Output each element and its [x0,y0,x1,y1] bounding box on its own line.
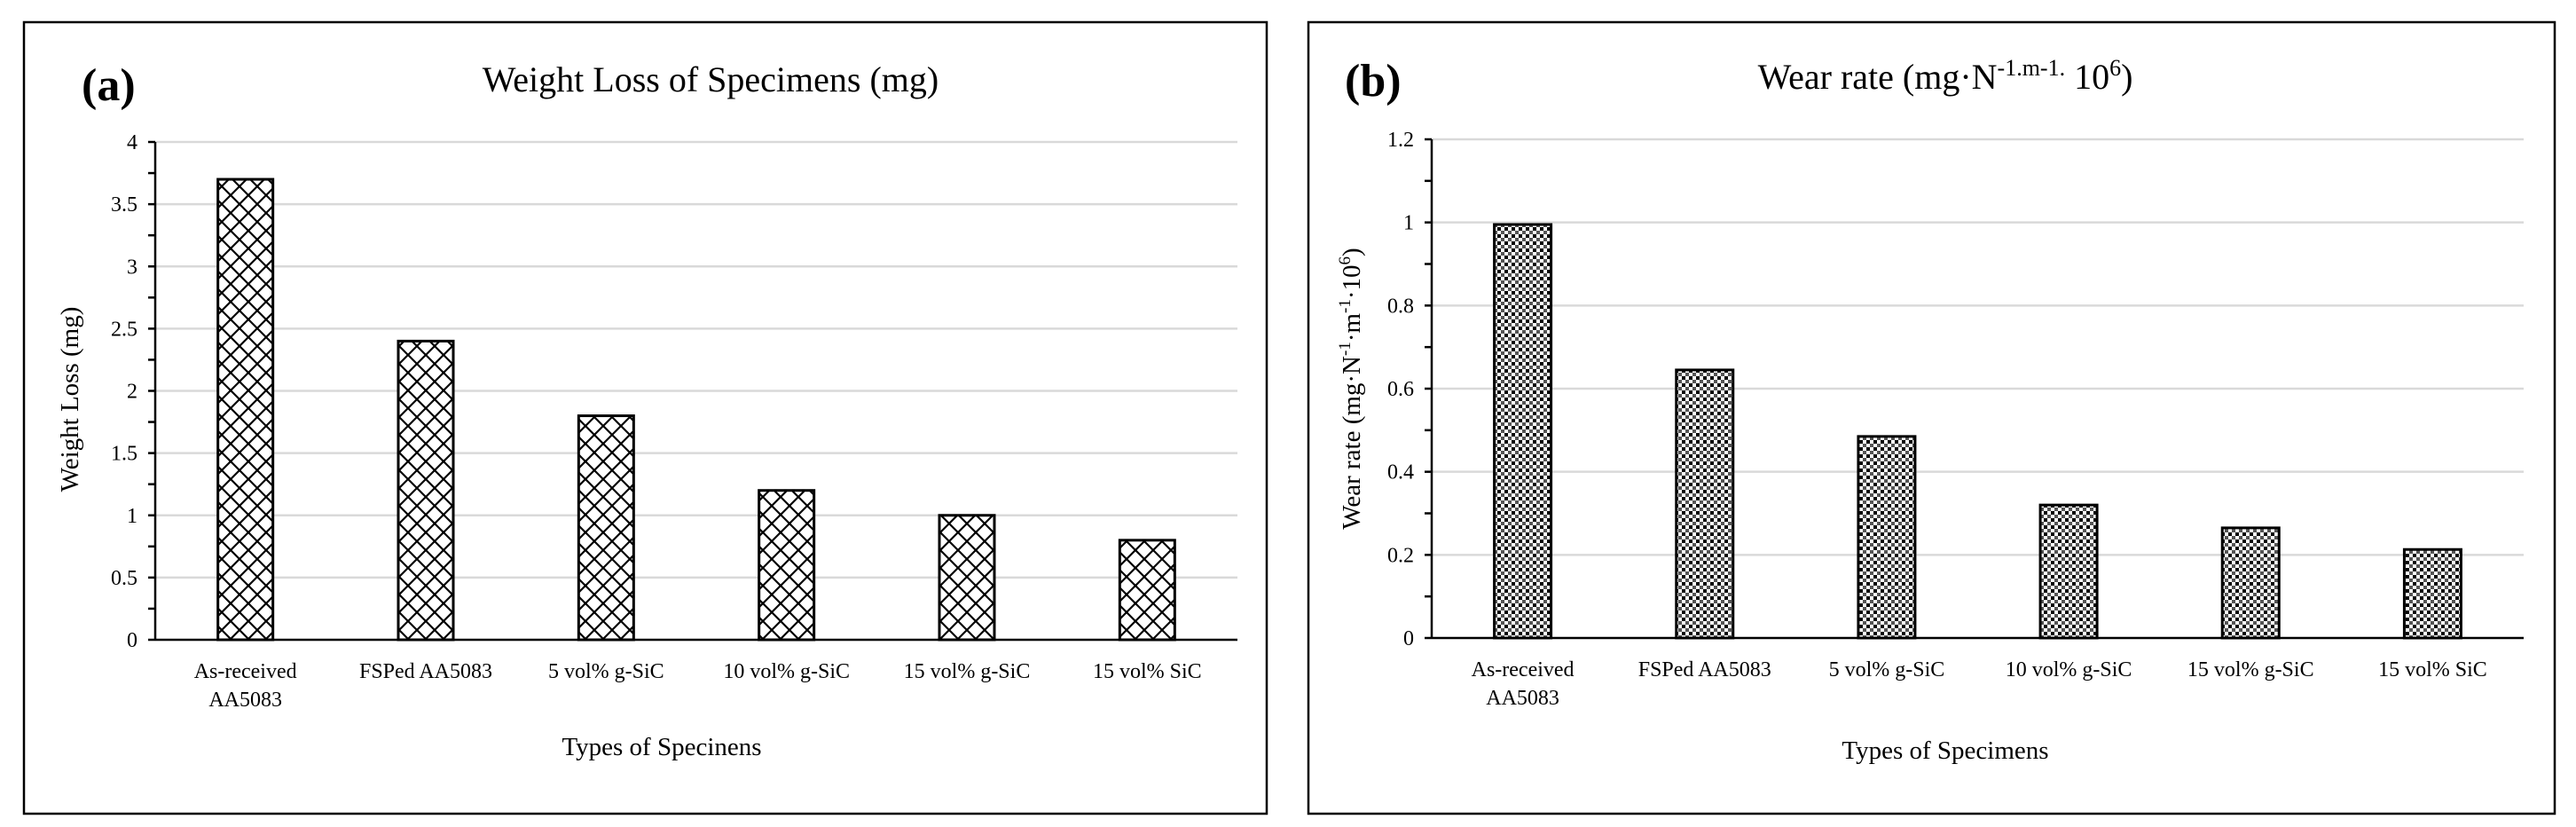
panel-b-ylabel-mid2: ·10 [1338,264,1366,299]
chart-panel-a: (a) Weight Loss of Specimens (mg) 0 0.5 1 1… [22,20,1268,815]
panel-b-ylabel-base: Wear rate (mg·N [1338,356,1366,530]
panel-b-y-tick-label: 0.2 [1387,544,1414,567]
panel-a-x-tick-label: 10 vol% g-SiC [723,660,850,683]
panel-a-y-tick-label: 3.5 [111,193,137,217]
panel-a-bar [938,514,996,642]
panel-a-y-tick-label: 3 [127,256,137,279]
panel-b-x-axis-title: Types of Specimens [1842,736,2048,765]
panel-a-gridlines [155,140,1237,579]
panel-b-bars [1493,223,2462,640]
panel-b-x-tick-label: FSPed AA5083 [1638,658,1771,681]
panel-a-y-tick-label: 4 [127,131,137,154]
panel-a-y-tick-label: 1.5 [111,443,137,466]
panel-a-x-tick-label: 15 vol% SiC [1093,660,1202,683]
panel-b-bar [2038,503,2099,640]
panel-b-ylabel-end: ) [1338,248,1366,256]
panel-b-gridlines [1432,138,2524,556]
panel-a-x-tick-label: FSPed AA5083 [359,660,492,683]
panel-b-title-mid: 10 [2065,57,2109,97]
panel-b-bar [2402,547,2462,640]
panel-a-bar [397,339,455,642]
panel-a-y-tick-label: 2 [127,381,137,404]
panel-b-bar [2220,526,2281,640]
panel-b-axes [1425,138,2524,640]
panel-a-bar [577,414,635,642]
panel-a-x-tick-label: AA5083 [208,689,282,712]
panel-b-x-tick-label: As-received [1472,658,1575,681]
panel-a-label: (a) [82,60,136,111]
panel-b-x-tick-label: 15 vol% g-SiC [2187,658,2314,681]
panel-b-title: Wear rate (mg·N-1.m-1. 106) [1758,55,2133,97]
panel-b-label: (b) [1345,56,1402,106]
panel-a-y-tick-labels: 0 0.5 1 1.5 2 2.5 3 3.5 4 [111,131,137,652]
panel-b-ylabel-sup3: 6 [1336,256,1355,265]
chart-panel-b: (b) Wear rate (mg·N-1.m-1. 106) 00.20.40… [1307,20,2556,815]
panel-b-title-end: ) [2121,57,2132,97]
panel-b-ylabel-sup2: -1 [1336,299,1355,313]
panel-b-y-tick-label: 0 [1403,627,1414,650]
panel-b-title-base: Wear rate (mg·N [1758,57,1998,97]
panel-b-y-tick-label: 0.4 [1387,461,1414,484]
panel-b-title-sup1: -1.m-1. [1998,55,2066,81]
panel-a-axes [148,140,1237,642]
panel-b-y-tick-label: 0.6 [1387,378,1414,401]
panel-a-bar [216,177,275,642]
panel-a-title: Weight Loss of Specimens (mg) [483,59,939,99]
panel-a-y-tick-label: 1 [127,505,137,528]
panel-b-x-tick-label: 5 vol% g-SiC [1829,658,1945,681]
panel-b-x-tick-label: AA5083 [1486,687,1559,710]
panel-b-title-sup2: 6 [2109,55,2121,81]
panel-b-bar [1493,223,1553,640]
panel-b-x-tick-label: 15 vol% SiC [2378,658,2487,681]
panel-b-bar [1675,368,1735,640]
panel-a-x-axis-title: Types of Specinens [562,733,761,761]
panel-b-y-tick-label: 1 [1403,212,1414,235]
panel-b-bar [1857,435,1917,640]
panel-a-bar [1118,539,1176,642]
panel-b-ylabel-mid1: ·m [1338,313,1366,343]
panel-b-x-tick-label: 10 vol% g-SiC [2006,658,2132,681]
panel-a-x-tick-label: 5 vol% g-SiC [548,660,664,683]
panel-b-x-tick-labels: As-received AA5083 FSPed AA5083 5 vol% g-Si… [1472,658,2487,710]
panel-a-bars [216,177,1176,642]
panel-a-y-axis-title: Weight Loss (mg) [56,307,84,492]
panel-a-bar [758,489,816,642]
panel-a-y-tick-label: 0 [127,629,137,652]
panel-a-x-tick-label: As-received [194,660,297,683]
panel-a-x-tick-label: 15 vol% g-SiC [904,660,1031,683]
panel-b-y-tick-label: 0.8 [1387,295,1414,318]
panel-b-y-tick-labels: 0 0.2 0.4 0.6 0.8 1 1.2 [1387,129,1414,650]
panel-b-ylabel-sup1: -1 [1336,342,1355,356]
panel-b-y-tick-label: 1.2 [1387,129,1414,152]
panel-a-x-tick-labels: As-received AA5083 FSPed AA5083 5 vol% g-Si… [194,660,1202,712]
panel-a-y-tick-label: 0.5 [111,567,137,590]
panel-b-y-axis-title: Wear rate (mg·N-1·m-1·106) [1336,248,1366,529]
panel-a-y-tick-label: 2.5 [111,318,137,341]
